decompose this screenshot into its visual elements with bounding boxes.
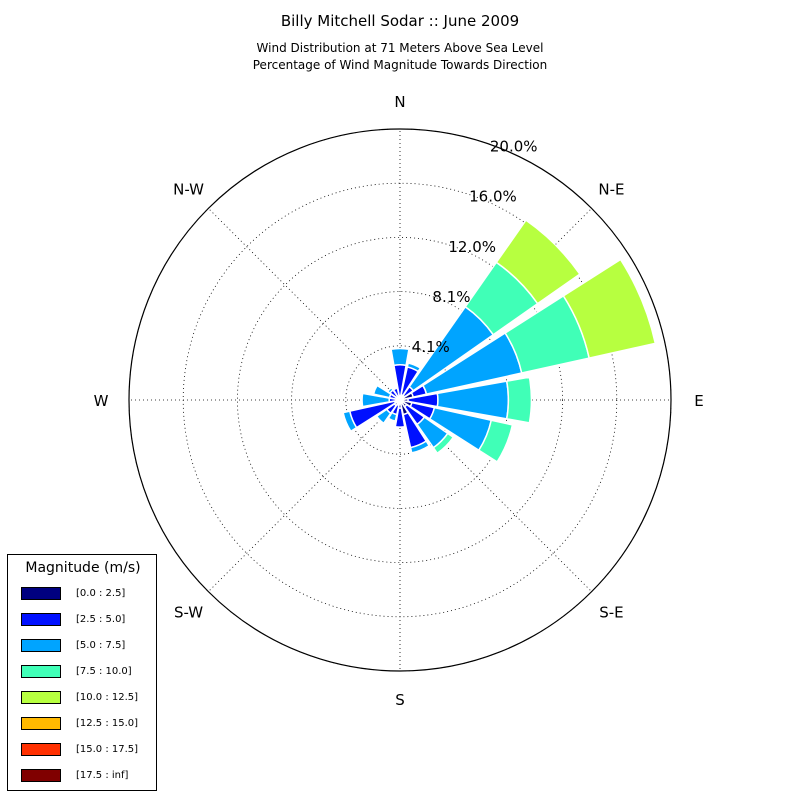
windrose-bar-segment bbox=[506, 376, 533, 424]
windrose-bar-segment bbox=[375, 408, 392, 425]
windrose-bar-segment bbox=[409, 440, 430, 454]
windrose-bar-segment bbox=[372, 384, 392, 399]
chart-subtitle-line-2: Percentage of Wind Magnitude Towards Dir… bbox=[252, 58, 548, 72]
windrose-bar-segment bbox=[390, 347, 410, 367]
grid-spoke bbox=[208, 208, 401, 401]
legend-swatch bbox=[21, 665, 61, 678]
windrose-bar-segment bbox=[478, 419, 514, 463]
radial-tick-label: 4.1% bbox=[412, 338, 450, 356]
legend-swatch bbox=[21, 717, 61, 730]
windrose-bar-segment bbox=[342, 410, 358, 433]
direction-label: W bbox=[94, 392, 109, 410]
windrose-bar-segment bbox=[387, 411, 398, 422]
radial-tick-label: 16.0% bbox=[469, 188, 517, 206]
direction-label: N-W bbox=[173, 181, 204, 199]
direction-labels: N N-E E S-E S S-W W N-W bbox=[94, 93, 704, 709]
direction-label: E bbox=[694, 392, 703, 410]
legend-swatch bbox=[21, 743, 61, 756]
windrose-bar-segment bbox=[432, 432, 455, 455]
direction-label: S-E bbox=[599, 603, 623, 621]
windrose-bar-segment bbox=[387, 387, 394, 394]
legend-title: Magnitude (m/s) bbox=[25, 560, 141, 576]
radial-tick-label: 8.1% bbox=[432, 288, 470, 306]
windrose-bar-segment bbox=[361, 392, 391, 408]
outer-circle bbox=[128, 128, 672, 672]
chart-subtitle-line-1: Wind Distribution at 71 Meters Above Sea… bbox=[256, 41, 544, 55]
legend-label: [12.5 : 15.0] bbox=[76, 718, 139, 729]
grid-circle bbox=[236, 236, 564, 564]
windrose-bar-segment bbox=[392, 387, 400, 398]
radial-tick-labels: 4.1% 8.1% 12.0% 16.0% 20.0% bbox=[412, 138, 538, 356]
legend-label: [0.0 : 2.5] bbox=[76, 588, 126, 599]
windrose-bar-segment bbox=[406, 362, 422, 373]
legend: Magnitude (m/s) [0.0 : 2.5] [2.5 : 5.0] [5… bbox=[7, 554, 157, 791]
legend-swatch bbox=[21, 639, 61, 652]
legend-label: [10.0 : 12.5] bbox=[76, 692, 139, 703]
legend-swatch bbox=[21, 691, 61, 704]
grid-spoke bbox=[208, 399, 401, 592]
radial-tick-label: 20.0% bbox=[490, 138, 538, 156]
legend-swatch bbox=[21, 587, 61, 600]
legend-label: [17.5 : inf] bbox=[76, 770, 129, 781]
legend-swatch bbox=[21, 769, 61, 782]
legend-label: [7.5 : 10.0] bbox=[76, 666, 132, 677]
legend-swatch bbox=[21, 613, 61, 626]
chart-title: Billy Mitchell Sodar :: June 2009 bbox=[280, 12, 520, 30]
direction-label: N-E bbox=[598, 181, 624, 199]
radial-tick-label: 12.0% bbox=[448, 238, 496, 256]
windrose-bars bbox=[342, 219, 657, 463]
legend-label: [15.0 : 17.5] bbox=[76, 744, 139, 755]
windrose-bar-segment bbox=[562, 258, 657, 359]
direction-label: S bbox=[395, 691, 405, 709]
legend-label: [5.0 : 7.5] bbox=[76, 640, 126, 651]
direction-label: S-W bbox=[174, 603, 203, 621]
windrose-bar-segment bbox=[495, 219, 581, 305]
direction-label: N bbox=[394, 93, 405, 111]
legend-label: [2.5 : 5.0] bbox=[76, 614, 126, 625]
windrose-bar-segment bbox=[394, 407, 406, 428]
